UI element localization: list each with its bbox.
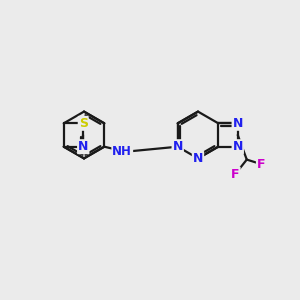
Text: N: N (232, 140, 243, 153)
Text: N: N (172, 140, 183, 153)
Text: N: N (232, 117, 243, 130)
Text: N: N (78, 140, 88, 153)
Text: NH: NH (112, 145, 132, 158)
Text: F: F (231, 167, 240, 181)
Text: N: N (193, 152, 203, 165)
Text: S: S (79, 117, 88, 130)
Text: F: F (257, 158, 266, 171)
